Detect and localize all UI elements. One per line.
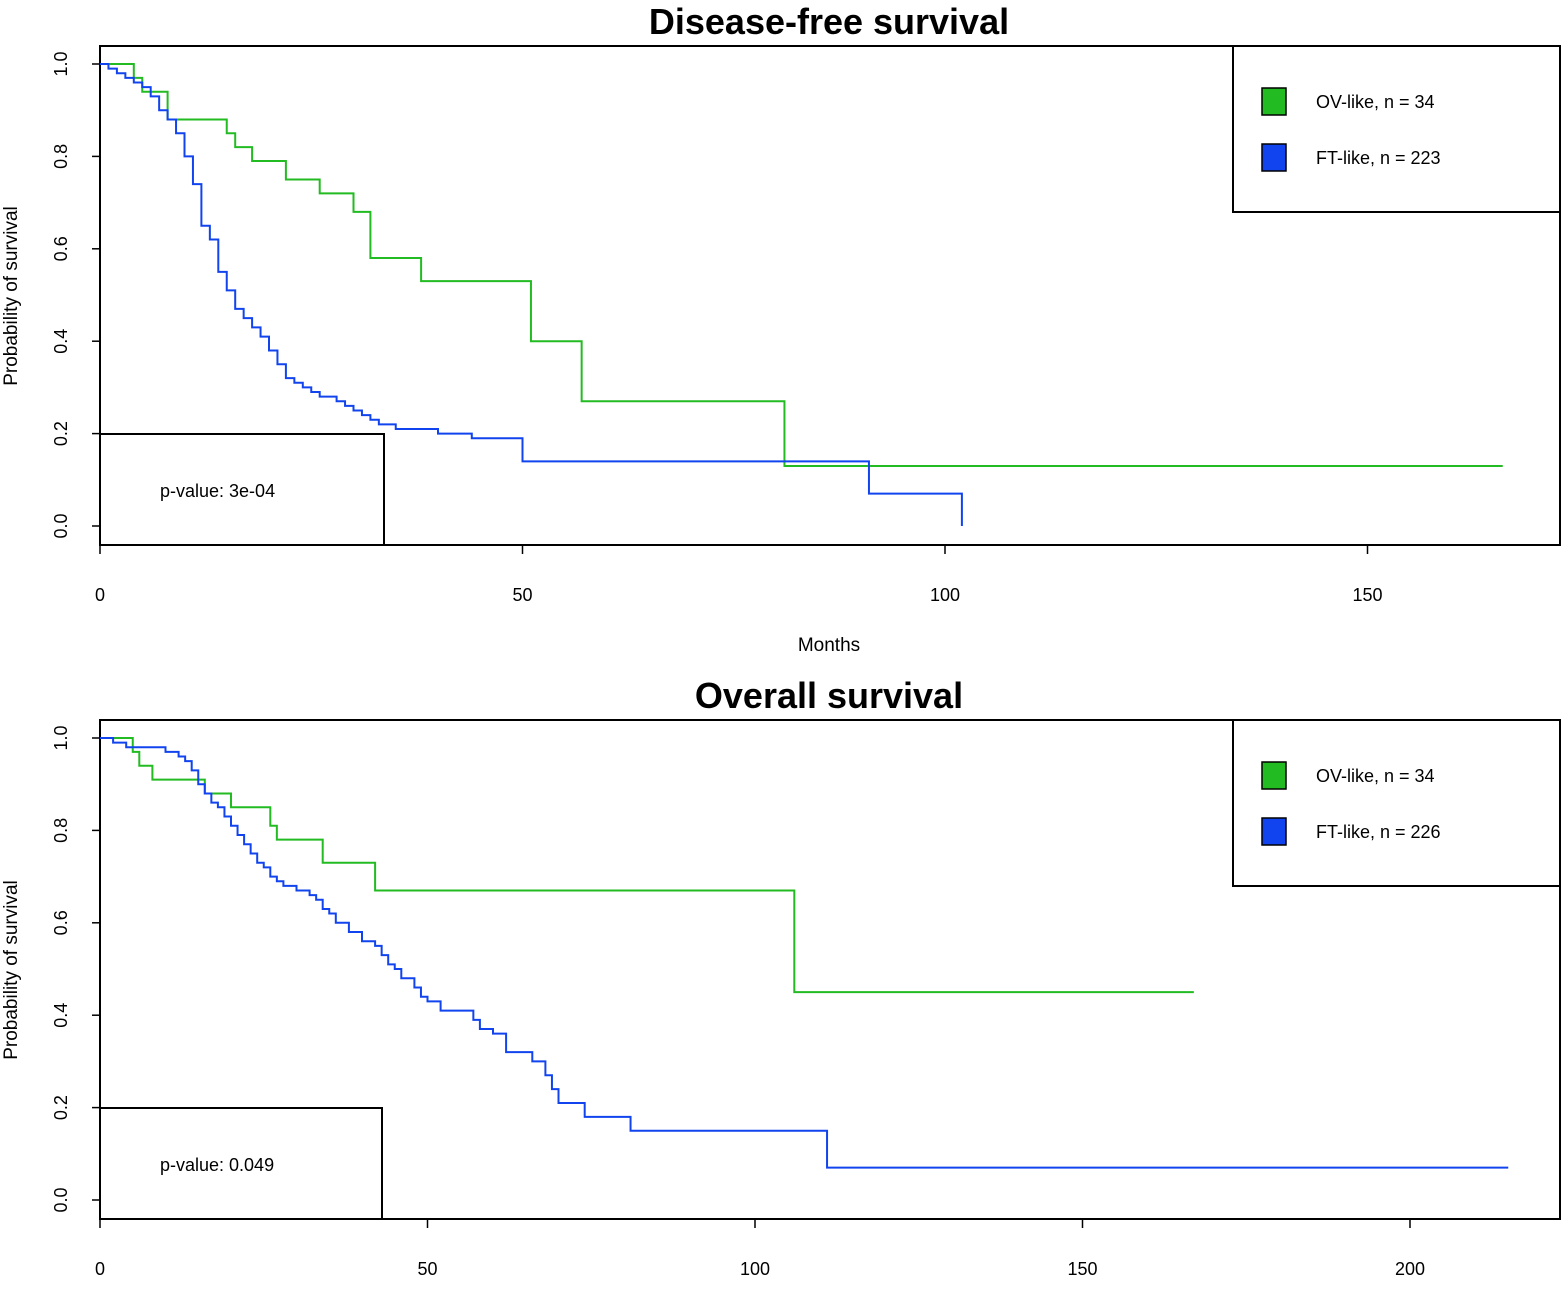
legend-label: FT-like, n = 223 <box>1316 148 1441 168</box>
pvalue-box <box>99 433 385 546</box>
survival-curve-ft-like <box>100 737 1509 1169</box>
y-axis-label: Probability of survival <box>1 880 22 1060</box>
plot-frame <box>99 45 1561 546</box>
disease-free-survival-panel: Disease-free survival Probability of sur… <box>1 1 1561 656</box>
chart-title: Disease-free survival <box>649 1 1009 42</box>
legend-box <box>1232 719 1561 887</box>
y-tick-label: 0.0 <box>51 1187 71 1212</box>
x-axis-label: Months <box>798 635 860 656</box>
y-tick-label: 0.0 <box>51 513 71 538</box>
x-tick-label: 50 <box>512 585 532 605</box>
legend-label: OV-like, n = 34 <box>1316 92 1435 112</box>
x-tick-label: 0 <box>95 1259 105 1279</box>
x-tick-label: 50 <box>417 1259 437 1279</box>
y-tick-label: 0.4 <box>51 329 71 354</box>
x-tick-label: 150 <box>1352 585 1382 605</box>
y-tick-label: 0.8 <box>51 144 71 169</box>
x-tick-label: 100 <box>930 585 960 605</box>
x-tick-label: 0 <box>95 585 105 605</box>
legend-swatch <box>1261 143 1287 172</box>
y-tick-label: 0.6 <box>51 236 71 261</box>
legend-box <box>1232 45 1561 213</box>
pvalue-text: p-value: 3e-04 <box>160 481 275 501</box>
y-tick-label: 0.2 <box>51 421 71 446</box>
legend-label: OV-like, n = 34 <box>1316 766 1435 786</box>
survival-curve-ft-like <box>100 63 963 526</box>
pvalue-box <box>99 1107 383 1220</box>
y-tick-label: 0.6 <box>51 910 71 935</box>
y-tick-label: 0.4 <box>51 1003 71 1028</box>
survival-curve-ov-like <box>100 737 1194 994</box>
x-tick-label: 150 <box>1067 1259 1097 1279</box>
legend-swatch <box>1261 761 1287 790</box>
legend-swatch <box>1261 87 1287 116</box>
chart-title: Overall survival <box>695 675 963 716</box>
overall-survival-panel: Overall survival Probability of survival… <box>1 675 1561 1279</box>
legend-swatch <box>1261 817 1287 846</box>
plot-frame <box>99 719 1561 1220</box>
x-tick-label: 100 <box>740 1259 770 1279</box>
x-tick-label: 200 <box>1395 1259 1425 1279</box>
survival-curve-ov-like <box>100 63 1503 467</box>
y-axis-label: Probability of survival <box>1 206 22 386</box>
y-tick-label: 1.0 <box>51 51 71 76</box>
pvalue-text: p-value: 0.049 <box>160 1155 274 1175</box>
legend-label: FT-like, n = 226 <box>1316 822 1441 842</box>
y-tick-label: 1.0 <box>51 725 71 750</box>
y-tick-label: 0.8 <box>51 818 71 843</box>
y-tick-label: 0.2 <box>51 1095 71 1120</box>
